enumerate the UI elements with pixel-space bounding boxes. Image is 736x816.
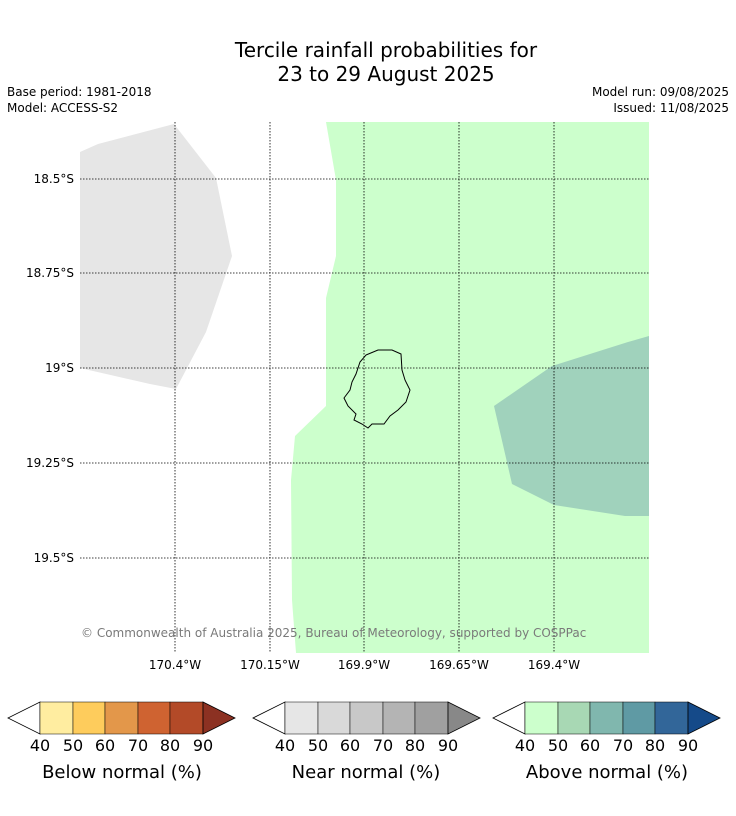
cbar-near-extend-min bbox=[252, 701, 286, 735]
cbar-below-tick-90: 90 bbox=[193, 736, 213, 755]
colorbar-below-normal: 40 50 60 70 80 90 Below normal (%) bbox=[7, 701, 236, 783]
base-period: Base period: 1981-2018 bbox=[7, 85, 152, 99]
cbar-above-swatch-1 bbox=[557, 701, 591, 735]
cbar-near-swatch-1 bbox=[317, 701, 351, 735]
model-run: Model run: 09/08/2025 bbox=[591, 85, 729, 99]
cbar-near-tick-50: 50 bbox=[308, 736, 328, 755]
cbar-above-swatch-2 bbox=[589, 701, 624, 735]
cbar-near-tick-90: 90 bbox=[438, 736, 458, 755]
cbar-below-swatch-2 bbox=[104, 701, 139, 735]
lat-label-19-5: 19.5°S bbox=[34, 551, 74, 565]
cbar-above-tick-40: 40 bbox=[515, 736, 535, 755]
cbar-below-tick-70: 70 bbox=[128, 736, 148, 755]
cbar-above-swatch-3 bbox=[622, 701, 656, 735]
cbar-near-swatch-0 bbox=[284, 701, 319, 735]
lon-label-170-15: 170.15°W bbox=[240, 658, 300, 672]
cbar-above-title: Above normal (%) bbox=[526, 762, 688, 783]
cbar-below-tick-40: 40 bbox=[30, 736, 50, 755]
issued-date: Issued: 11/08/2025 bbox=[613, 101, 729, 115]
title-line-1: Tercile rainfall probabilities for bbox=[234, 38, 538, 62]
cbar-above-swatch-4 bbox=[654, 701, 689, 735]
cbar-below-tick-80: 80 bbox=[160, 736, 180, 755]
map-title: Tercile rainfall probabilities for 23 to… bbox=[0, 38, 736, 86]
cbar-near-tick-40: 40 bbox=[275, 736, 295, 755]
lat-label-19: 19°S bbox=[45, 361, 74, 375]
cbar-below-extend-max bbox=[202, 701, 236, 735]
cbar-near-tick-70: 70 bbox=[373, 736, 393, 755]
gridlines bbox=[80, 122, 649, 653]
meta-left: Base period: 1981-2018 Model: ACCESS-S2 bbox=[7, 84, 152, 116]
cbar-above-extend-max bbox=[687, 701, 721, 735]
cbar-below-swatch-0 bbox=[39, 701, 74, 735]
title-line-2: 23 to 29 August 2025 bbox=[277, 62, 495, 86]
cbar-below-swatch-4 bbox=[169, 701, 204, 735]
cbar-near-swatch-4 bbox=[414, 701, 449, 735]
cbar-near-title: Near normal (%) bbox=[292, 762, 441, 783]
model-name: Model: ACCESS-S2 bbox=[7, 101, 119, 115]
map-area bbox=[80, 122, 649, 653]
near-normal-region bbox=[80, 124, 232, 389]
cbar-below-swatch-1 bbox=[72, 701, 106, 735]
cbar-near-swatch-3 bbox=[382, 701, 416, 735]
lat-label-18-75: 18.75°S bbox=[26, 266, 74, 280]
cbar-near-tick-80: 80 bbox=[405, 736, 425, 755]
lon-label-169-65: 169.65°W bbox=[429, 658, 489, 672]
cbar-below-swatch-3 bbox=[137, 701, 171, 735]
island-coastline bbox=[343, 349, 411, 429]
cbar-above-extend-min bbox=[492, 701, 526, 735]
cbar-near-swatch-2 bbox=[349, 701, 384, 735]
above-normal-strong-region bbox=[494, 336, 649, 516]
cbar-below-extend-min bbox=[7, 701, 41, 735]
lat-label-18-5: 18.5°S bbox=[34, 172, 74, 186]
colorbar-near-normal: 40 50 60 70 80 90 Near normal (%) bbox=[252, 701, 481, 783]
cbar-near-extend-max bbox=[447, 701, 481, 735]
lon-label-169-9: 169.9°W bbox=[338, 658, 390, 672]
cbar-above-tick-70: 70 bbox=[613, 736, 633, 755]
cbar-below-tick-60: 60 bbox=[95, 736, 115, 755]
colorbar-above-normal: 40 50 60 70 80 90 Above normal (%) bbox=[492, 701, 721, 783]
cbar-above-tick-50: 50 bbox=[548, 736, 568, 755]
lat-label-19-25: 19.25°S bbox=[26, 456, 74, 470]
above-normal-region bbox=[291, 122, 649, 653]
cbar-above-tick-60: 60 bbox=[580, 736, 600, 755]
lon-label-170-4: 170.4°W bbox=[149, 658, 201, 672]
cbar-near-tick-60: 60 bbox=[340, 736, 360, 755]
cbar-above-tick-90: 90 bbox=[678, 736, 698, 755]
meta-right: Model run: 09/08/2025 Issued: 11/08/2025 bbox=[592, 84, 729, 116]
cbar-above-swatch-0 bbox=[524, 701, 559, 735]
cbar-above-tick-80: 80 bbox=[645, 736, 665, 755]
copyright-text: © Commonwealth of Australia 2025, Bureau… bbox=[81, 626, 586, 640]
lon-label-169-4: 169.4°W bbox=[528, 658, 580, 672]
cbar-below-title: Below normal (%) bbox=[42, 762, 202, 783]
cbar-below-tick-50: 50 bbox=[63, 736, 83, 755]
